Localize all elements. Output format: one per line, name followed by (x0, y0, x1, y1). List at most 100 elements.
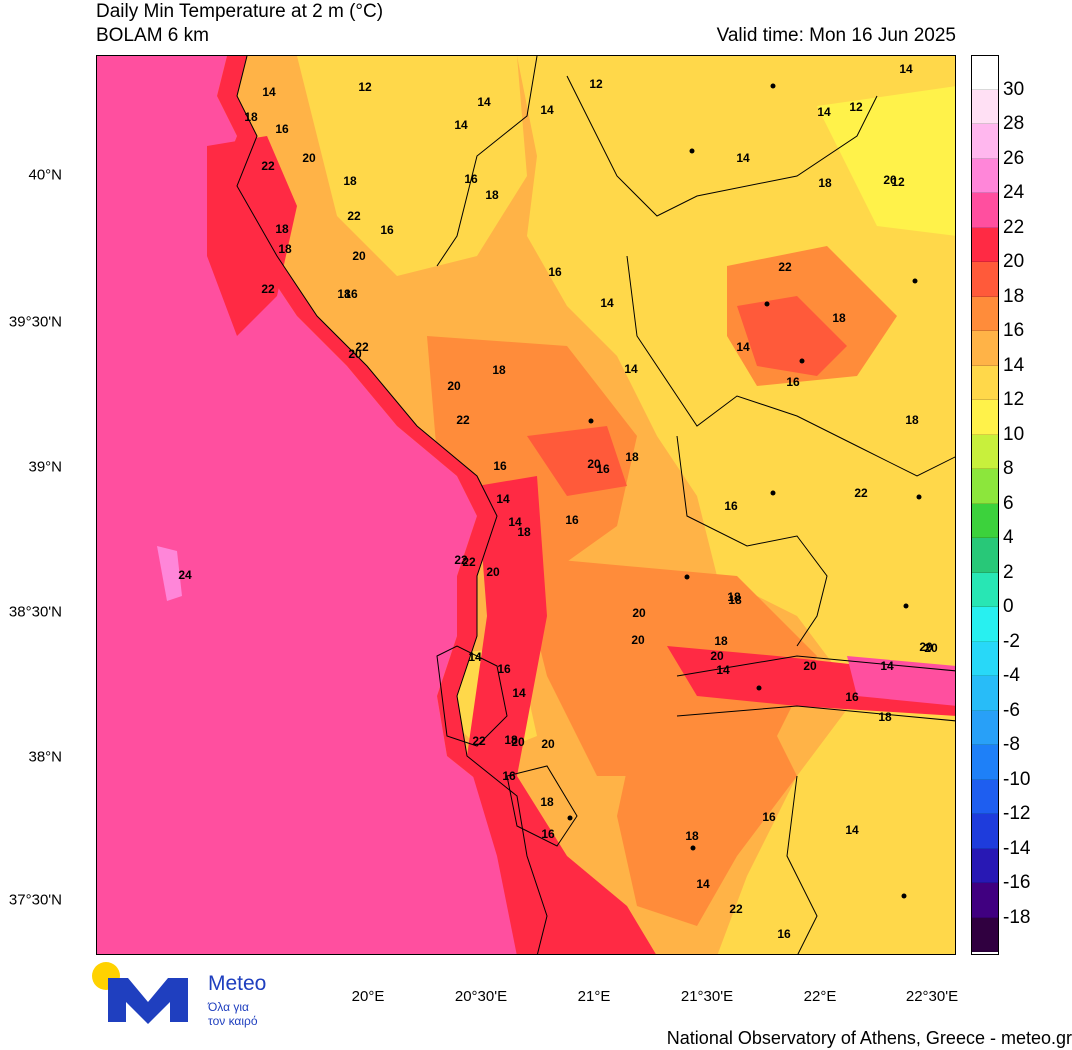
contour-label: 14 (477, 95, 491, 109)
lon-label: 22°30'E (905, 988, 959, 1005)
legend-label: 10 (1003, 423, 1025, 445)
meteo-logo (92, 962, 188, 1024)
contour-label: 22 (456, 413, 470, 427)
contour-label: 20 (632, 606, 646, 620)
legend-swatch (971, 538, 999, 573)
contour-label: 20 (348, 347, 362, 361)
contour-label: 16 (380, 223, 394, 237)
contour-label: 18 (832, 311, 846, 325)
contour-label: 18 (714, 634, 728, 648)
legend-label: 26 (1003, 147, 1025, 169)
legend-label: 4 (1003, 527, 1014, 548)
contour-label: 16 (845, 690, 859, 704)
legend-swatch (971, 89, 999, 124)
legend-label: 30 (1003, 78, 1025, 100)
contour-label: 20 (511, 735, 525, 749)
contour-label: 18 (727, 590, 741, 604)
contour-label: 22 (729, 902, 743, 916)
contour-label: 16 (497, 662, 511, 676)
zone-orange-red-peak (737, 296, 847, 376)
contour-label: 20 (924, 641, 938, 655)
coastline (236, 56, 548, 954)
title-line-2: BOLAM 6 km (96, 25, 209, 46)
legend-swatch (971, 193, 999, 228)
title-line-1: Daily Min Temperature at 2 m (°C) (96, 1, 384, 22)
contour-label: 14 (508, 515, 522, 529)
contour-label: 14 (736, 151, 750, 165)
contour-label: 18 (275, 222, 289, 236)
contour-label: 20 (803, 659, 817, 673)
legend-swatch (971, 124, 999, 159)
contour-label: 22 (454, 553, 468, 567)
contour-label: 14 (696, 877, 710, 891)
legend-swatch (971, 779, 999, 814)
legend-swatch (971, 331, 999, 366)
legend-swatch (971, 469, 999, 504)
region-border-central (676, 435, 828, 647)
legend-label: -14 (1003, 837, 1031, 859)
legend-swatch (971, 745, 999, 780)
contour-label: 16 (724, 499, 738, 513)
contour-label: 18 (337, 287, 351, 301)
logo-tagline-line-1: Όλα για (208, 1000, 249, 1014)
border-albania (436, 56, 538, 267)
contour-label: 16 (502, 769, 516, 783)
contour-label: 14 (540, 103, 554, 117)
contour-label: 22 (347, 209, 361, 223)
lat-label: 39°30'N (8, 313, 62, 331)
lon-label: 20°30'E (454, 988, 508, 1005)
contour-label: 18 (625, 450, 639, 464)
legend-swatch (971, 365, 999, 400)
zone-orange-peloponnese (617, 676, 797, 926)
legend-label: 6 (1003, 492, 1014, 514)
contour-label: 20 (587, 457, 601, 471)
legend-label: -18 (1003, 906, 1031, 928)
zone-red-corfu-channel (207, 136, 297, 336)
legend-swatch (971, 572, 999, 607)
contour-label: 18 (728, 593, 742, 607)
contour-label: 14 (512, 686, 526, 700)
region-border-north (566, 75, 878, 217)
legend-swatch (971, 227, 999, 262)
legend-swatch (971, 917, 999, 952)
region-border-mid (626, 255, 955, 477)
legend-label: 14 (1003, 354, 1025, 376)
contour-label: 12 (891, 175, 905, 189)
contour-label: 14 (262, 85, 276, 99)
contour-label: 16 (786, 375, 800, 389)
contour-label: 14 (496, 492, 510, 506)
contour-label: 14 (454, 118, 468, 132)
contour-label: 20 (710, 649, 724, 663)
contour-label: 18 (540, 795, 554, 809)
contour-label: 22 (778, 260, 792, 274)
contour-label: 22 (854, 486, 868, 500)
meteo-m-mark (108, 978, 188, 1024)
legend-swatch (971, 641, 999, 676)
contour-label: 18 (278, 242, 292, 256)
contour-label: 14 (716, 663, 730, 677)
contour-label: 24 (178, 568, 192, 582)
contour-label: 16 (541, 827, 555, 841)
zakynthos-coast (506, 765, 578, 847)
contour-label: 18 (343, 174, 357, 188)
lat-label: 37°30'N (8, 891, 62, 909)
legend-label: 8 (1003, 458, 1014, 479)
legend-label: -6 (1003, 699, 1020, 721)
contour-label: 14 (624, 362, 638, 376)
legend-swatch (971, 883, 999, 918)
contour-label: 18 (685, 829, 699, 843)
contour-label: 16 (275, 122, 289, 136)
legend-label: 12 (1003, 389, 1025, 410)
legend-swatch (971, 710, 999, 745)
temperature-map: 14 12 14 12 14 14 12 18 16 14 22 20 18 14 12 22 16 18 18 20… (96, 55, 956, 955)
legend-label: 0 (1003, 596, 1014, 617)
kefalonia-coast (436, 645, 508, 747)
contour-label: 20 (302, 151, 316, 165)
contour-label: 22 (261, 282, 275, 296)
legend-label: 24 (1003, 182, 1025, 203)
legend-swatch (971, 262, 999, 297)
legend-swatch (971, 814, 999, 849)
legend-swatch (971, 158, 999, 193)
contour-label: 20 (631, 633, 645, 647)
